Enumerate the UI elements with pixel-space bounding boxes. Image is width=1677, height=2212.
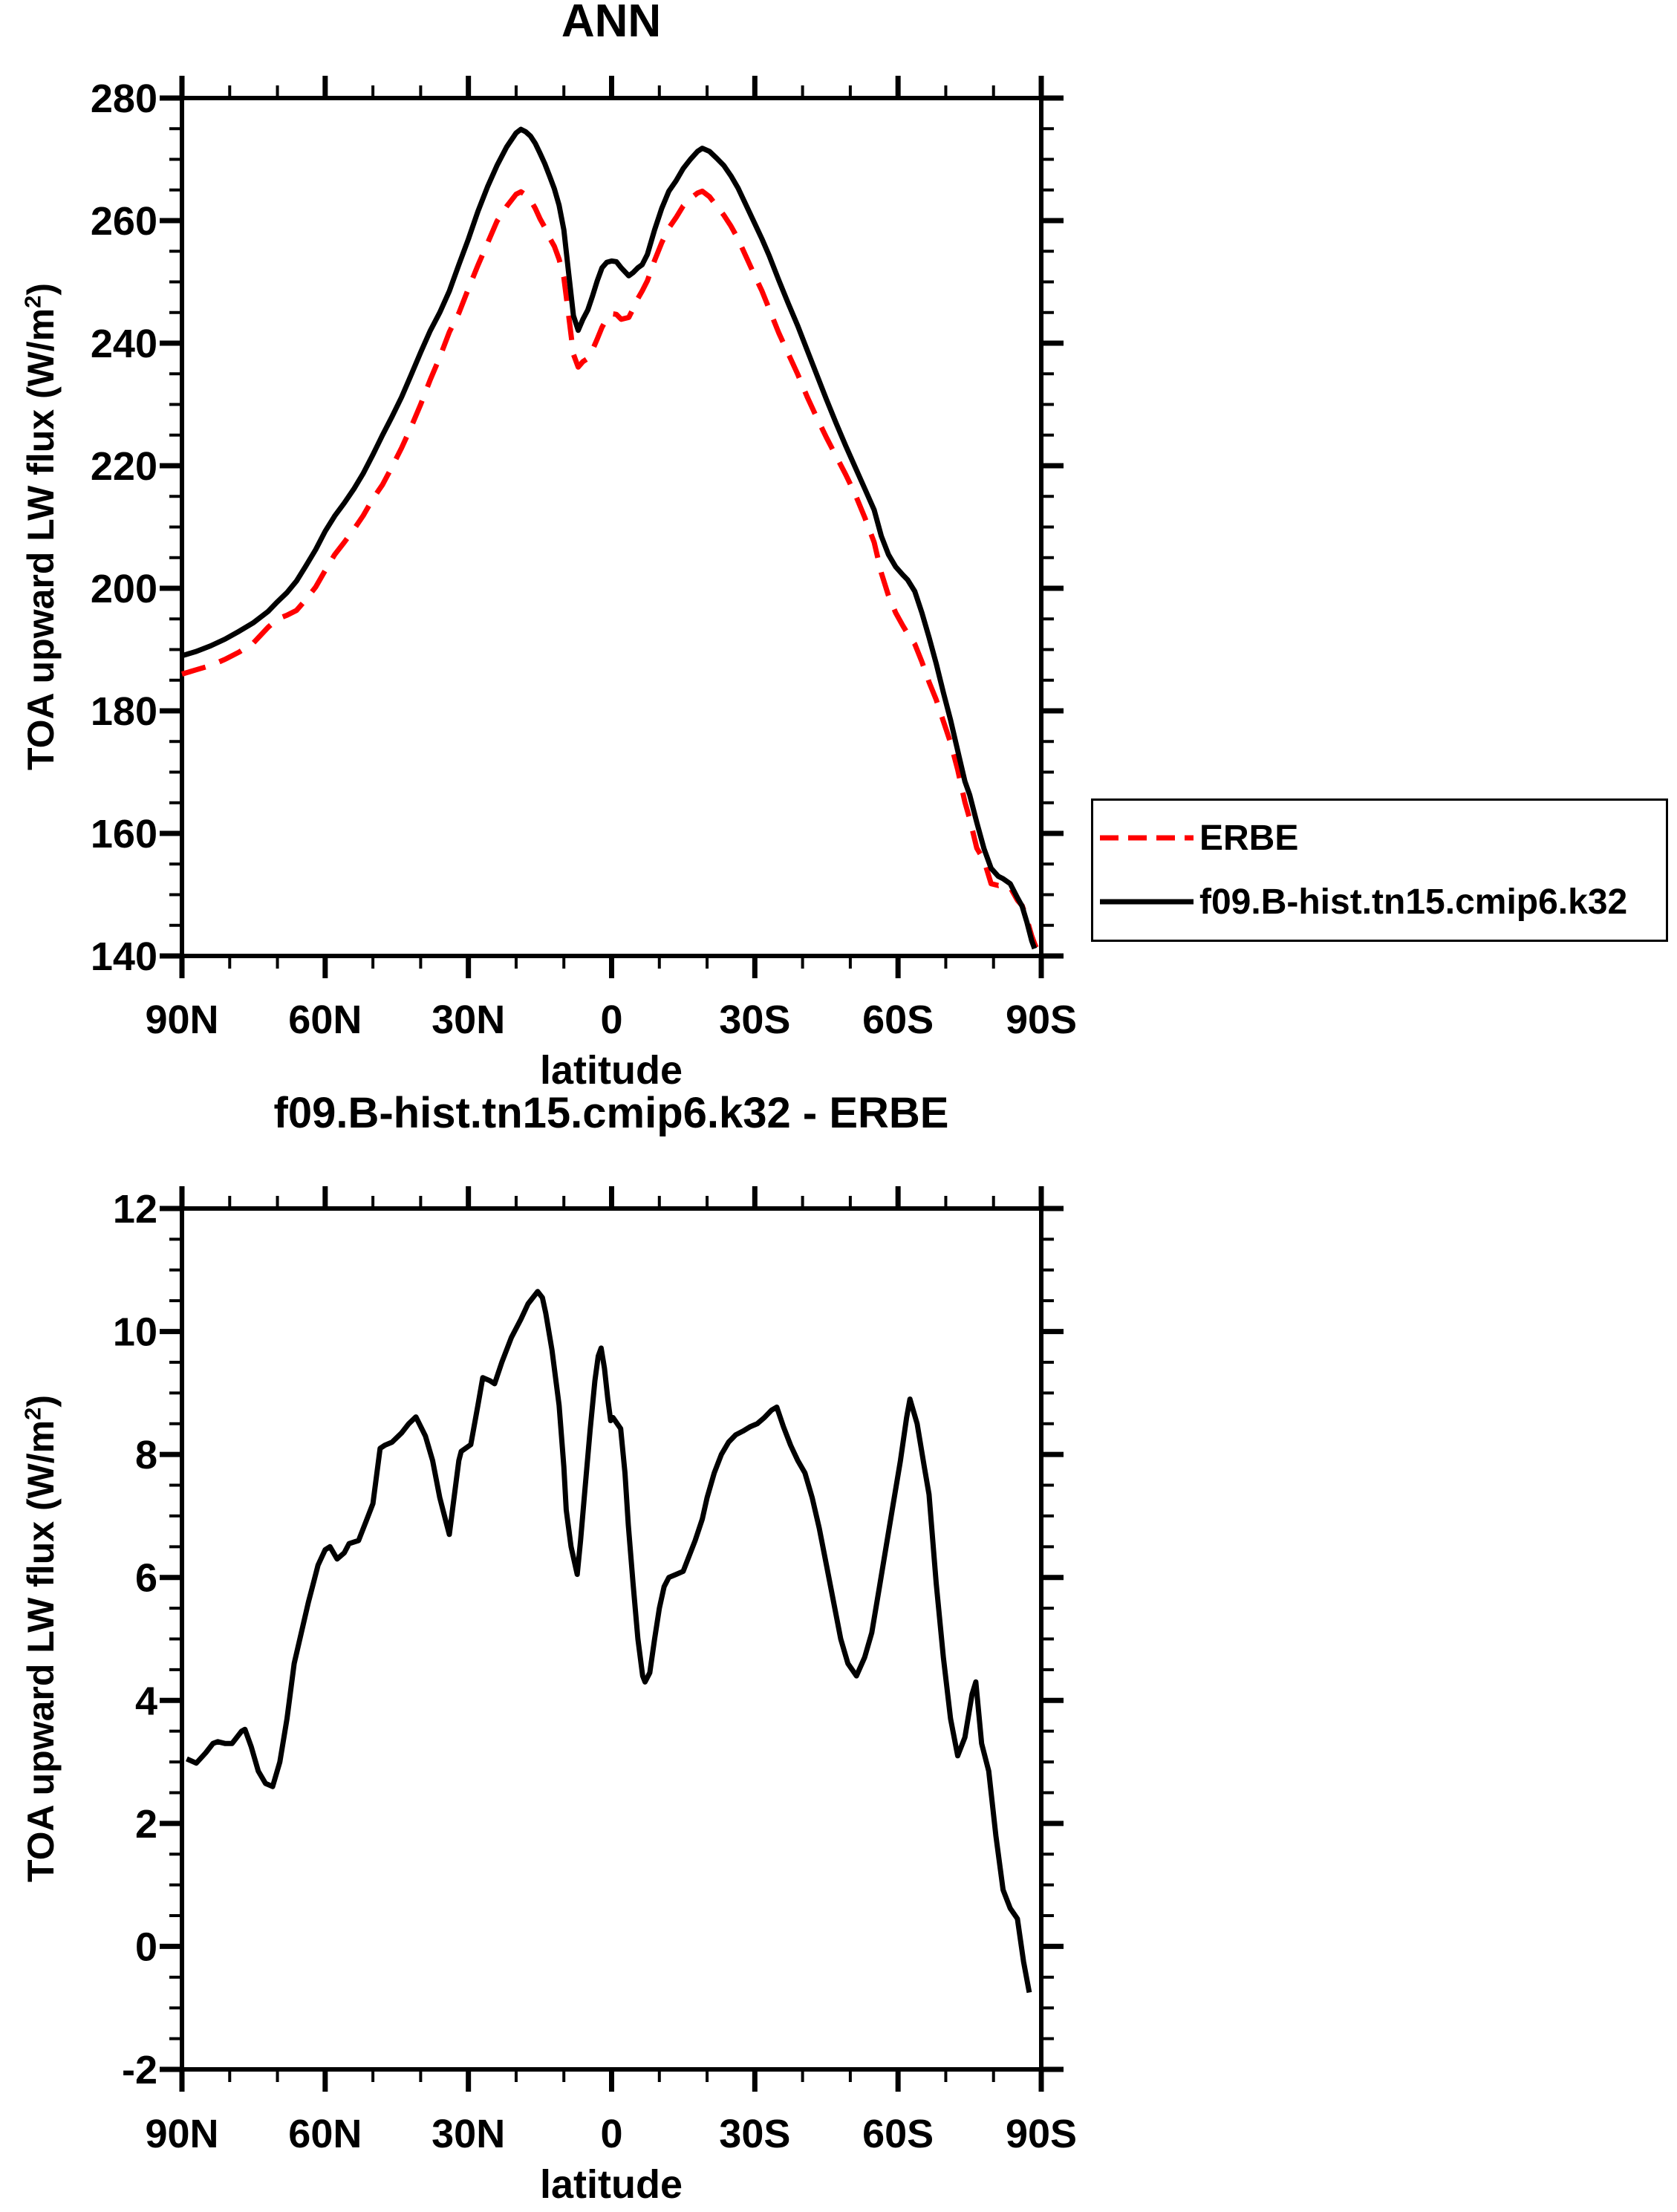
x-tick-label: 30N [432,2112,505,2156]
x-tick-label: 90S [1006,2112,1077,2156]
plot-frame [180,1206,1043,2072]
y-tick-label: 220 [91,444,157,489]
bottom-chart-ylabel-sup: 2 [19,1407,46,1420]
legend-line-solid-black [1100,899,1194,905]
y-tick-label: 2 [135,1802,157,1847]
bottom-chart-ylabel-pre: TOA upward LW flux (W/m [20,1419,62,1883]
bottom-chart-ylabel-post: ) [20,1394,62,1408]
plot-frame [180,96,1043,958]
top-chart-ylabel-post: ) [20,282,62,296]
x-tick-label: 60S [862,998,934,1042]
y-tick-label: 200 [91,567,157,611]
x-tick-label: 30S [719,998,790,1042]
top-chart-xlabel: latitude [539,1048,683,1093]
legend-box: ERBE f09.B-hist.tn15.cmip6.k32 [1091,798,1668,942]
legend-line-dashed-red [1100,835,1194,841]
x-tick-label: 0 [600,998,622,1042]
y-tick-label: 160 [91,812,157,856]
diff-chart-title: f09.B-hist.tn15.cmip6.k32 - ERBE [273,1089,949,1137]
legend-label-erbe: ERBE [1199,818,1299,858]
series-erbe [180,188,1041,953]
x-tick-label: 60N [288,2112,362,2156]
y-tick-label: 140 [91,934,157,979]
bottom-chart-xlabel: latitude [539,2162,683,2207]
y-tick-label: 6 [135,1556,157,1601]
y-tick-label: 240 [91,322,157,366]
x-tick-label: 90S [1006,998,1077,1042]
y-tick-label: -2 [122,2048,157,2092]
y-tick-label: 8 [135,1433,157,1477]
x-tick-label: 30S [719,2112,790,2156]
y-tick-label: 4 [135,1679,157,1723]
x-tick-label: 90N [145,2112,218,2156]
x-tick-label: 0 [600,2112,622,2156]
top-chart-ylabel: TOA upward LW flux (W/m2) [19,283,62,770]
legend-item-erbe: ERBE [1093,811,1666,865]
x-tick-label: 60N [288,998,362,1042]
y-tick-label: 180 [91,689,157,734]
legend-item-model: f09.B-hist.tn15.cmip6.k32 [1093,875,1666,928]
top-chart-ylabel-sup: 2 [19,295,46,308]
top-chart-title: ANN [561,0,662,47]
y-tick-label: 12 [113,1187,157,1232]
x-tick-label: 90N [145,998,218,1042]
top-chart-ylabel-pre: TOA upward LW flux (W/m [20,308,62,771]
x-tick-label: 30N [432,998,505,1042]
series-f09-b-hist-tn15-cmip6-k32-erbe [185,1289,1032,1994]
y-tick-label: 280 [91,77,157,121]
bottom-chart-ylabel: TOA upward LW flux (W/m2) [19,1395,62,1882]
series-f09-b-hist-tn15-cmip6-k32 [180,126,1038,950]
y-tick-label: 10 [113,1310,157,1355]
y-tick-label: 260 [91,199,157,244]
x-tick-label: 60S [862,2112,934,2156]
y-tick-label: 0 [135,1925,157,1969]
legend-label-model: f09.B-hist.tn15.cmip6.k32 [1199,882,1628,922]
